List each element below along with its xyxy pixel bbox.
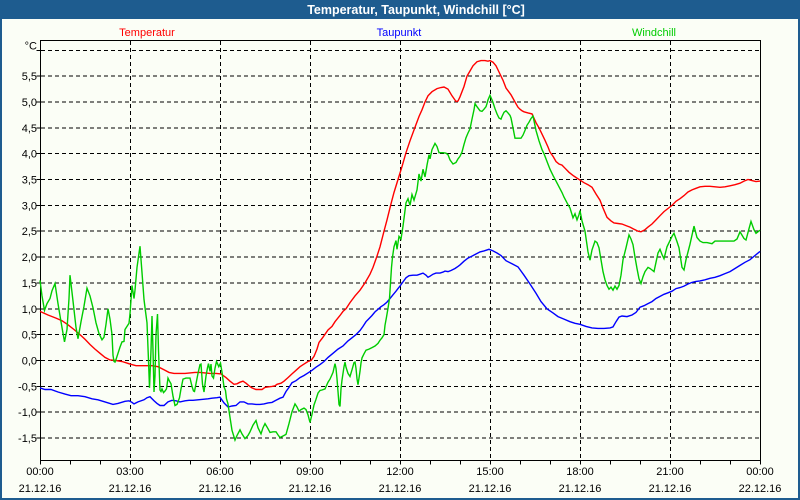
svg-text:22.12.16: 22.12.16 [739, 483, 782, 495]
svg-text:Windchill: Windchill [632, 27, 676, 39]
svg-text:21:00: 21:00 [656, 466, 684, 478]
svg-text:00:00: 00:00 [26, 466, 54, 478]
svg-text:5,5: 5,5 [22, 71, 37, 83]
svg-text:00:00: 00:00 [746, 466, 774, 478]
svg-text:Temperatur: Temperatur [119, 27, 175, 39]
svg-text:21.12.16: 21.12.16 [199, 483, 242, 495]
svg-text:21.12.16: 21.12.16 [649, 483, 692, 495]
svg-text:1,5: 1,5 [22, 278, 37, 290]
svg-text:12:00: 12:00 [386, 466, 414, 478]
svg-text:-1,5: -1,5 [18, 433, 37, 445]
svg-text:18:00: 18:00 [566, 466, 594, 478]
svg-text:4,5: 4,5 [22, 123, 37, 135]
svg-text:3,5: 3,5 [22, 175, 37, 187]
svg-text:5,0: 5,0 [22, 97, 37, 109]
svg-text:0,0: 0,0 [22, 356, 37, 368]
svg-text:21.12.16: 21.12.16 [19, 483, 62, 495]
svg-text:15:00: 15:00 [476, 466, 504, 478]
svg-text:21.12.16: 21.12.16 [289, 483, 332, 495]
svg-text:3,0: 3,0 [22, 200, 37, 212]
svg-text:-1,0: -1,0 [18, 407, 37, 419]
svg-text:0,5: 0,5 [22, 330, 37, 342]
svg-text:Taupunkt: Taupunkt [377, 27, 422, 39]
svg-text:-0,5: -0,5 [18, 381, 37, 393]
svg-text:°C: °C [25, 41, 37, 53]
svg-text:21.12.16: 21.12.16 [469, 483, 512, 495]
svg-text:06:00: 06:00 [206, 466, 234, 478]
svg-text:4,0: 4,0 [22, 149, 37, 161]
svg-text:21.12.16: 21.12.16 [559, 483, 602, 495]
svg-text:2,0: 2,0 [22, 252, 37, 264]
svg-text:1,0: 1,0 [22, 304, 37, 316]
svg-text:21.12.16: 21.12.16 [379, 483, 422, 495]
svg-text:2,5: 2,5 [22, 226, 37, 238]
svg-text:21.12.16: 21.12.16 [109, 483, 152, 495]
svg-text:09:00: 09:00 [296, 466, 324, 478]
svg-text:Temperatur, Taupunkt, Windchil: Temperatur, Taupunkt, Windchill [°C] [307, 3, 525, 17]
svg-text:03:00: 03:00 [116, 466, 144, 478]
